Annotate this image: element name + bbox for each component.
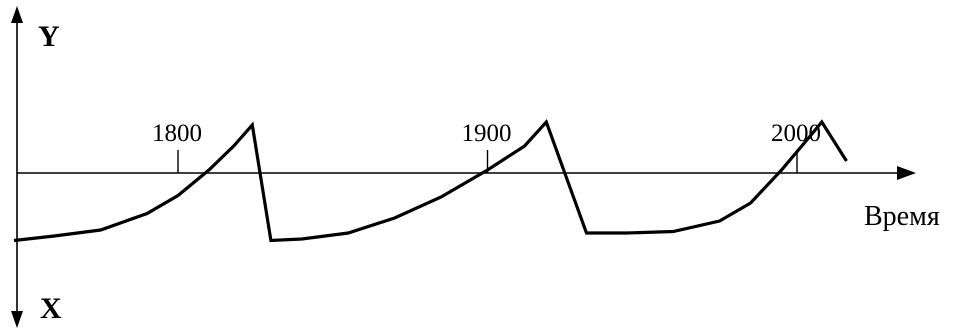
y-axis-title: Y <box>38 20 60 53</box>
axes <box>11 6 916 328</box>
series-line-0 <box>13 118 848 243</box>
series-group <box>13 118 848 243</box>
y-axis-down-arrow <box>11 311 23 328</box>
x-down-axis-title: X <box>40 292 62 325</box>
x-axis-arrow <box>897 166 916 180</box>
x-axis-title: Время <box>864 201 940 232</box>
tick-label-1900: 1900 <box>462 120 512 147</box>
y-axis-up-arrow <box>11 6 23 23</box>
tick-label-1800: 1800 <box>152 120 202 147</box>
